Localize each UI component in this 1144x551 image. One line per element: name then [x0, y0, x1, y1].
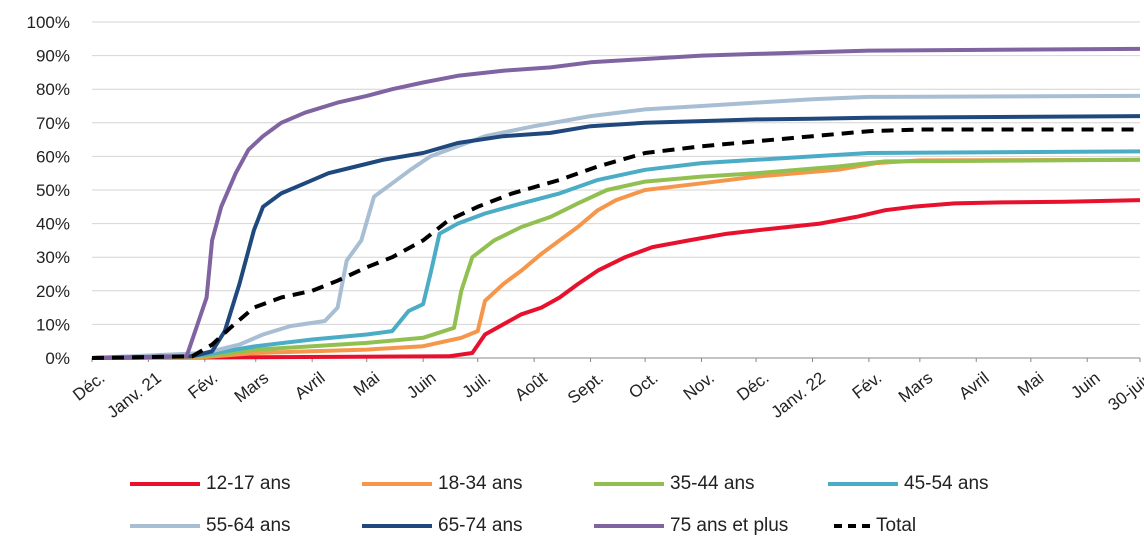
series-lines — [91, 46, 1141, 360]
x-tick-label: Janv. 22 — [768, 368, 829, 422]
series-line-35-44-ans — [91, 157, 1141, 360]
x-tick-label: Mars — [895, 368, 936, 406]
x-tick-label: Fév. — [849, 368, 886, 403]
x-tick-label: Avril — [955, 368, 993, 403]
y-tick-label: 10% — [36, 315, 70, 334]
x-tick-label: Mai — [1014, 368, 1047, 400]
x-tick-label: Déc. — [733, 368, 772, 405]
series-line-75-ans-et-plus — [91, 46, 1141, 360]
y-tick-label: 80% — [36, 80, 70, 99]
series-line-total — [91, 127, 1140, 360]
y-tick-label: 70% — [36, 114, 70, 133]
x-tick-label: Déc. — [69, 368, 108, 405]
x-tick-label: Mai — [350, 368, 383, 400]
series-line-12-17-ans — [91, 198, 1141, 360]
x-tick-label: 30-juin — [1105, 368, 1144, 414]
y-tick-label: 40% — [36, 215, 70, 234]
y-tick-label: 20% — [36, 282, 70, 301]
x-tick-label: Juin — [403, 368, 439, 402]
y-tick-label: 60% — [36, 147, 70, 166]
x-tick-label: Fév. — [185, 368, 222, 403]
x-tick-label: Sept. — [564, 368, 607, 407]
series-line-65-74-ans — [91, 114, 1141, 360]
x-axis-ticks: Déc.Janv. 21 Fév. Mars Avril Mai Juin Juil. Aoû… — [69, 358, 1144, 422]
x-tick-label: Juin — [1067, 368, 1103, 402]
x-tick-label: Mars — [231, 368, 272, 406]
series-line-18-34-ans — [91, 157, 1141, 360]
series-line-45-54-ans — [91, 149, 1141, 360]
series-line-55-64-ans — [91, 93, 1141, 360]
x-tick-label: Nov. — [680, 368, 718, 404]
y-tick-label: 0% — [45, 349, 70, 368]
x-tick-label: Avril — [291, 368, 329, 403]
y-tick-label: 90% — [36, 47, 70, 66]
y-tick-label: 30% — [36, 248, 70, 267]
y-tick-label: 50% — [36, 181, 70, 200]
y-tick-label: 100% — [27, 13, 70, 32]
x-tick-label: Juil. — [459, 368, 495, 402]
x-tick-label: Août — [511, 368, 550, 405]
x-tick-label: Janv. 21 — [104, 368, 165, 422]
y-axis-ticks: 0% 10% 20% 30% 40% 50% 60% 70% 80% 90% 100% — [27, 13, 70, 368]
x-tick-label: Oct. — [625, 368, 661, 402]
